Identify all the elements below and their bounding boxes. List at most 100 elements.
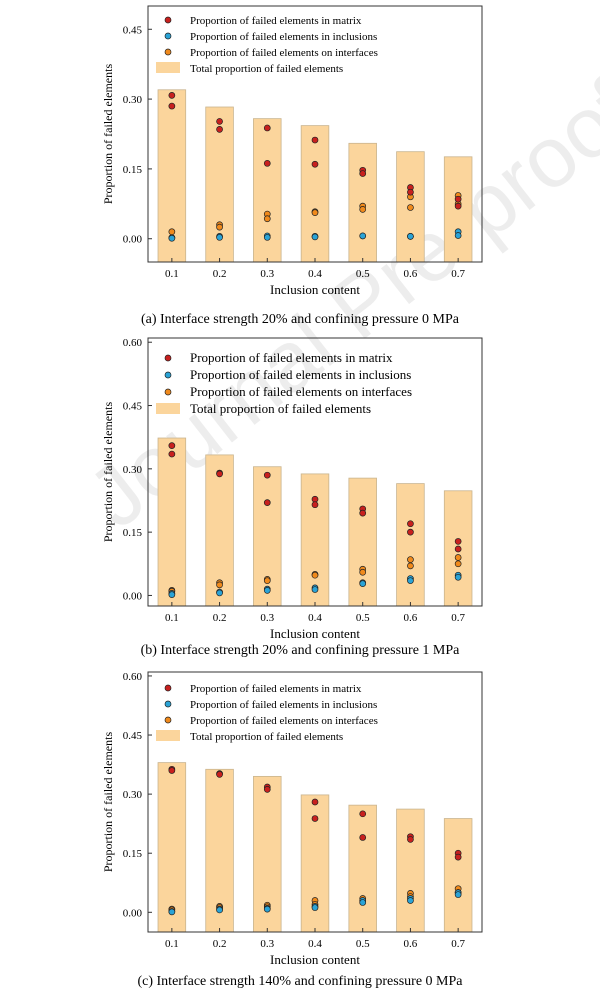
inclusion-point xyxy=(454,891,462,898)
y-tick-label: 0.15 xyxy=(123,527,143,539)
legend-inclusions-marker xyxy=(164,700,172,708)
x-tick-label: 0.3 xyxy=(260,612,274,624)
interface-point xyxy=(407,556,414,563)
y-tick-label: 0.00 xyxy=(123,234,143,246)
matrix-point xyxy=(454,195,462,203)
matrix-point xyxy=(216,125,223,133)
matrix-point xyxy=(454,538,462,545)
x-tick-label: 0.1 xyxy=(165,268,179,280)
matrix-point xyxy=(311,815,319,822)
total-bar xyxy=(157,762,187,933)
matrix-point xyxy=(359,170,367,177)
legend-total-swatch xyxy=(156,62,180,73)
matrix-point xyxy=(263,786,271,793)
matrix-point xyxy=(407,188,414,196)
inclusion-point xyxy=(407,577,414,585)
x-axis-label: Inclusion content xyxy=(270,626,360,641)
inclusion-point xyxy=(407,233,414,240)
y-tick-label: 0.15 xyxy=(123,164,143,176)
matrix-point xyxy=(311,160,319,168)
legend-inclusions-marker xyxy=(164,371,172,379)
legend-total-swatch xyxy=(156,403,180,414)
legend-inclusions-label: Proportion of failed elements in inclusi… xyxy=(190,699,377,711)
x-axis-label: Inclusion content xyxy=(270,282,360,297)
interface-point xyxy=(263,577,271,585)
inclusion-point xyxy=(263,587,271,594)
matrix-point xyxy=(311,501,319,509)
y-axis-label: Proportion of failed elements xyxy=(101,732,115,873)
inclusion-point xyxy=(263,233,271,241)
matrix-point xyxy=(407,520,414,528)
inclusion-point xyxy=(216,589,223,597)
y-tick-label: 0.45 xyxy=(123,24,143,36)
x-tick-label: 0.5 xyxy=(356,938,370,950)
x-tick-label: 0.1 xyxy=(165,612,179,624)
legend-interfaces-label: Proportion of failed elements on interfa… xyxy=(190,384,412,399)
caption-a: (a) Interface strength 20% and confining… xyxy=(140,312,459,327)
interface-point xyxy=(216,223,223,231)
x-tick-label: 0.7 xyxy=(451,938,465,950)
total-bar xyxy=(348,804,377,933)
matrix-point xyxy=(454,202,462,210)
inclusion-point xyxy=(454,232,462,239)
x-tick-label: 0.2 xyxy=(213,268,227,280)
inclusion-point xyxy=(454,573,462,581)
matrix-point xyxy=(168,102,176,110)
x-tick-label: 0.6 xyxy=(404,938,418,950)
chart-panel-c: 0.00 0.15 0.30 0.45 0.60 0.1 0.2 0.3 0.4 0.5 0.6 0.… xyxy=(0,664,600,1000)
matrix-point xyxy=(311,798,319,806)
chart-panel-b: 0.00 0.15 0.30 0.45 0.60 0.1 0.2 0.3 0.4 0.5 0.6 0.… xyxy=(0,330,600,665)
interface-point xyxy=(454,560,462,568)
interface-point xyxy=(263,215,271,223)
legend-inclusions-label: Proportion of failed elements in inclusi… xyxy=(190,31,377,43)
y-tick-label: 0.00 xyxy=(123,590,143,602)
chart-panel-a: 0.00 0.15 0.30 0.45 0.1 0.2 0.3 0.4 0.5 0.6 0.7 Inc… xyxy=(0,0,600,330)
x-tick-label: 0.2 xyxy=(213,612,227,624)
legend-interfaces-label: Proportion of failed elements on interfa… xyxy=(190,715,378,727)
inclusion-point xyxy=(168,591,176,598)
matrix-point xyxy=(263,471,271,479)
matrix-point xyxy=(263,124,271,132)
inclusion-point xyxy=(311,904,319,911)
inclusion-point xyxy=(263,905,271,913)
inclusion-point xyxy=(311,233,319,241)
interface-point xyxy=(407,204,414,211)
chart-b: 0.00 0.15 0.30 0.45 0.60 0.1 0.2 0.3 0.4 0.5 0.6 0.… xyxy=(101,337,483,641)
inclusion-point xyxy=(407,897,414,904)
inclusion-point xyxy=(359,580,367,587)
interface-point xyxy=(407,562,414,570)
total-bar xyxy=(300,125,330,263)
matrix-point xyxy=(168,767,176,774)
chart-c: 0.00 0.15 0.30 0.45 0.60 0.1 0.2 0.3 0.4 0.5 0.6 0.… xyxy=(101,671,483,967)
y-tick-label: 0.30 xyxy=(123,464,143,476)
inclusion-point xyxy=(359,232,367,240)
x-tick-label: 0.5 xyxy=(356,268,370,280)
legend-total-label: Total proportion of failed elements xyxy=(190,401,371,416)
legend-interfaces-marker xyxy=(164,716,172,724)
caption-c: (c) Interface strength 140% and confinin… xyxy=(137,974,463,989)
legend-matrix-marker xyxy=(164,354,172,362)
matrix-point xyxy=(168,442,176,449)
x-tick-label: 0.1 xyxy=(165,938,179,950)
legend-interfaces-label: Proportion of failed elements on interfa… xyxy=(190,47,378,59)
matrix-point xyxy=(263,159,271,167)
matrix-point xyxy=(359,509,367,517)
y-tick-label: 0.30 xyxy=(123,789,143,801)
x-tick-label: 0.2 xyxy=(213,938,227,950)
inclusion-point xyxy=(311,586,319,593)
legend-inclusions-label: Proportion of failed elements in inclusi… xyxy=(190,367,411,382)
x-tick-label: 0.4 xyxy=(308,268,322,280)
total-bar xyxy=(396,808,425,933)
inclusion-point xyxy=(216,906,223,914)
matrix-point xyxy=(216,118,223,125)
inclusion-point xyxy=(216,233,223,241)
y-tick-label: 0.45 xyxy=(123,730,143,742)
x-tick-label: 0.6 xyxy=(404,612,418,624)
y-axis-label: Proportion of failed elements xyxy=(101,402,115,543)
legend-inclusions-marker xyxy=(164,32,172,40)
interface-point xyxy=(311,209,319,217)
legend-total-label: Total proportion of failed elements xyxy=(190,731,343,743)
x-tick-label: 0.4 xyxy=(308,938,322,950)
total-bar xyxy=(443,818,473,933)
x-tick-label: 0.4 xyxy=(308,612,322,624)
